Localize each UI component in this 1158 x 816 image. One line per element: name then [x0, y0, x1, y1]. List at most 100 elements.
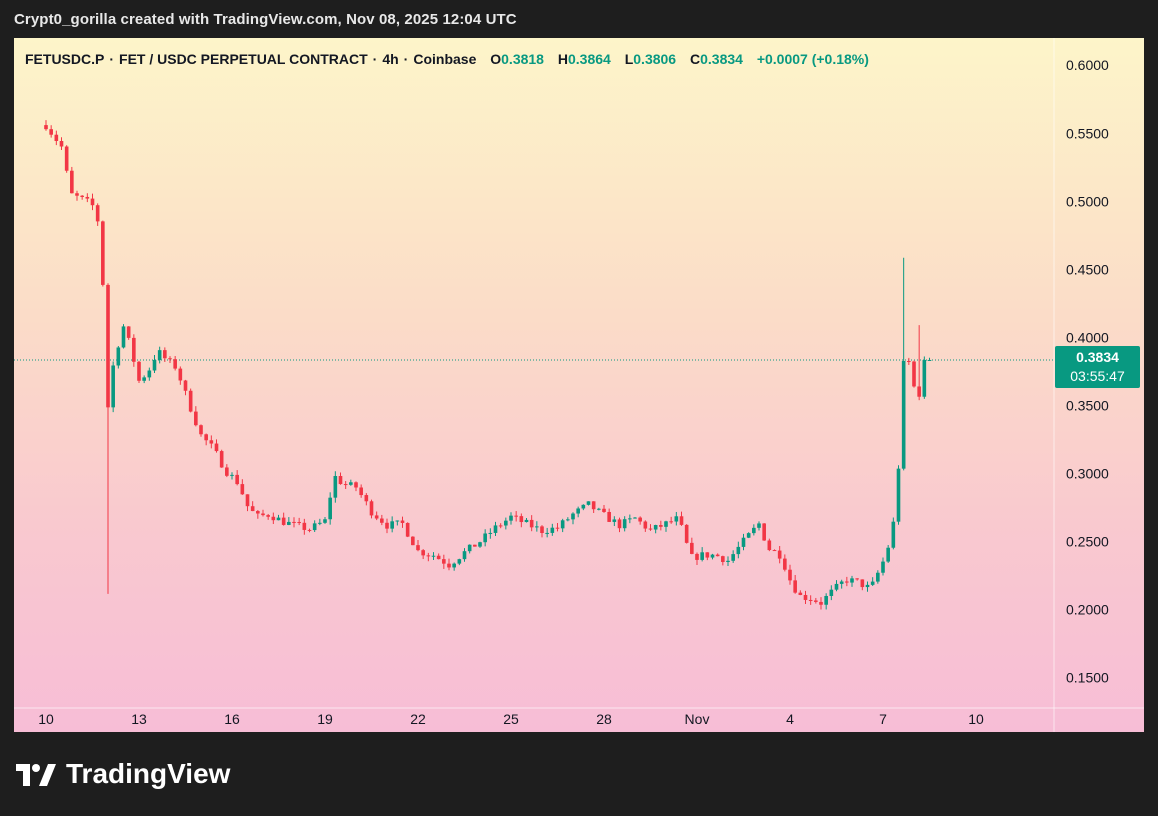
- close-label: C: [689, 51, 701, 67]
- time-tick-label: 16: [224, 711, 240, 727]
- candle-body: [219, 451, 224, 468]
- candle-body: [436, 555, 441, 560]
- candle-body: [59, 140, 64, 147]
- candle-body: [80, 195, 84, 197]
- separator: ·: [403, 51, 409, 67]
- candle-body: [700, 552, 704, 560]
- candle-body: [333, 475, 338, 498]
- open-value: 0.3818: [501, 51, 544, 67]
- tradingview-brand[interactable]: TradingView: [16, 758, 230, 790]
- candle-body: [380, 518, 384, 523]
- candle-body: [922, 359, 927, 397]
- candle-body: [850, 578, 854, 583]
- candle-body: [173, 359, 177, 369]
- time-tick-label: 7: [879, 711, 887, 727]
- candle-body: [612, 519, 617, 522]
- candle-body: [788, 569, 792, 581]
- candle-body: [287, 521, 291, 525]
- chart-caption: Crypt0_gorilla created with TradingView.…: [14, 11, 517, 28]
- chart-frame[interactable]: 0.6000 0.5500 0.5000 0.4500 0.4000 0.3500 0.30…: [14, 38, 1144, 732]
- interval-label[interactable]: 4h: [382, 51, 399, 67]
- price-tick-label: 0.1500: [1066, 670, 1109, 686]
- candle-body: [111, 365, 115, 408]
- candle-body: [323, 519, 327, 523]
- low-label: L: [624, 51, 634, 67]
- candle-body: [607, 511, 611, 522]
- price-tick-label: 0.5500: [1066, 125, 1109, 141]
- candle-body: [209, 440, 214, 444]
- symbol-name[interactable]: FETUSDC.P: [25, 51, 105, 67]
- last-price-tag: 0.3834 03:55:47: [1055, 345, 1140, 388]
- candle-body: [617, 519, 622, 529]
- candlestick-chart[interactable]: 0.6000 0.5500 0.5000 0.4500 0.4000 0.3500 0.30…: [14, 38, 1144, 732]
- candle-body: [757, 523, 761, 528]
- candle-body: [860, 579, 865, 588]
- candle-body: [690, 542, 694, 554]
- price-axis: 0.6000 0.5500 0.5000 0.4500 0.4000 0.3500 0.30…: [1066, 57, 1109, 685]
- candle-body: [855, 578, 859, 580]
- candle-body: [447, 563, 451, 568]
- candle-body: [891, 521, 896, 548]
- candle-body: [126, 326, 131, 338]
- candle-body: [44, 125, 48, 130]
- candle-body: [653, 525, 658, 530]
- candle-body: [901, 361, 906, 469]
- candle-body: [917, 386, 921, 397]
- candle-body: [101, 221, 105, 285]
- candle-body: [752, 527, 756, 534]
- candle-body: [633, 517, 637, 519]
- candle-body: [442, 559, 446, 564]
- candle-body: [467, 544, 472, 552]
- candle-body: [462, 551, 467, 560]
- price-tick-label: 0.4000: [1066, 329, 1109, 345]
- price-tick-label: 0.3500: [1066, 397, 1109, 413]
- high-label: H: [557, 51, 568, 67]
- candle-body: [235, 474, 239, 485]
- candle-body: [271, 516, 276, 521]
- candle-body: [152, 359, 157, 371]
- candle-body: [669, 521, 673, 523]
- candle-body: [767, 540, 772, 551]
- candle-body: [266, 515, 270, 517]
- candle-body: [488, 532, 493, 534]
- candle-body: [478, 542, 482, 547]
- candle-body: [783, 558, 787, 570]
- candle-body: [912, 361, 916, 387]
- candle-body: [576, 508, 580, 514]
- candle-body: [230, 474, 234, 476]
- candle-body: [312, 523, 317, 531]
- candle-body: [648, 528, 653, 530]
- candle-body: [803, 594, 808, 600]
- candle-body: [349, 482, 353, 485]
- price-tick-label: 0.2500: [1066, 533, 1109, 549]
- candle-body: [178, 368, 183, 381]
- time-tick-label: 10: [968, 711, 984, 727]
- candle-body: [225, 467, 229, 476]
- candle-body: [292, 521, 296, 523]
- candle-body: [560, 520, 565, 529]
- candle-body: [777, 550, 782, 559]
- candle-body: [762, 523, 766, 541]
- close-value: 0.3834: [700, 51, 743, 67]
- brand-name: TradingView: [66, 758, 231, 789]
- last-price-value: 0.3834: [1076, 348, 1119, 365]
- candle-body: [643, 521, 648, 529]
- candle-body: [328, 497, 332, 520]
- candle-body: [741, 537, 746, 547]
- candle-body: [715, 554, 720, 557]
- candle-body: [318, 522, 322, 524]
- candle-body: [519, 516, 524, 523]
- price-tick-label: 0.6000: [1066, 57, 1109, 73]
- candle-body: [157, 350, 162, 360]
- candle-body: [142, 377, 146, 381]
- candle-body: [95, 205, 100, 222]
- candle-body: [483, 533, 487, 543]
- candle-body: [75, 193, 79, 196]
- candle-body: [870, 581, 875, 585]
- candle-body: [710, 554, 715, 558]
- price-change: +0.0007 (+0.18%): [756, 51, 869, 67]
- candle-body: [405, 522, 410, 537]
- candle-body: [343, 484, 348, 486]
- candle-body: [550, 527, 555, 533]
- candle-body: [395, 520, 400, 522]
